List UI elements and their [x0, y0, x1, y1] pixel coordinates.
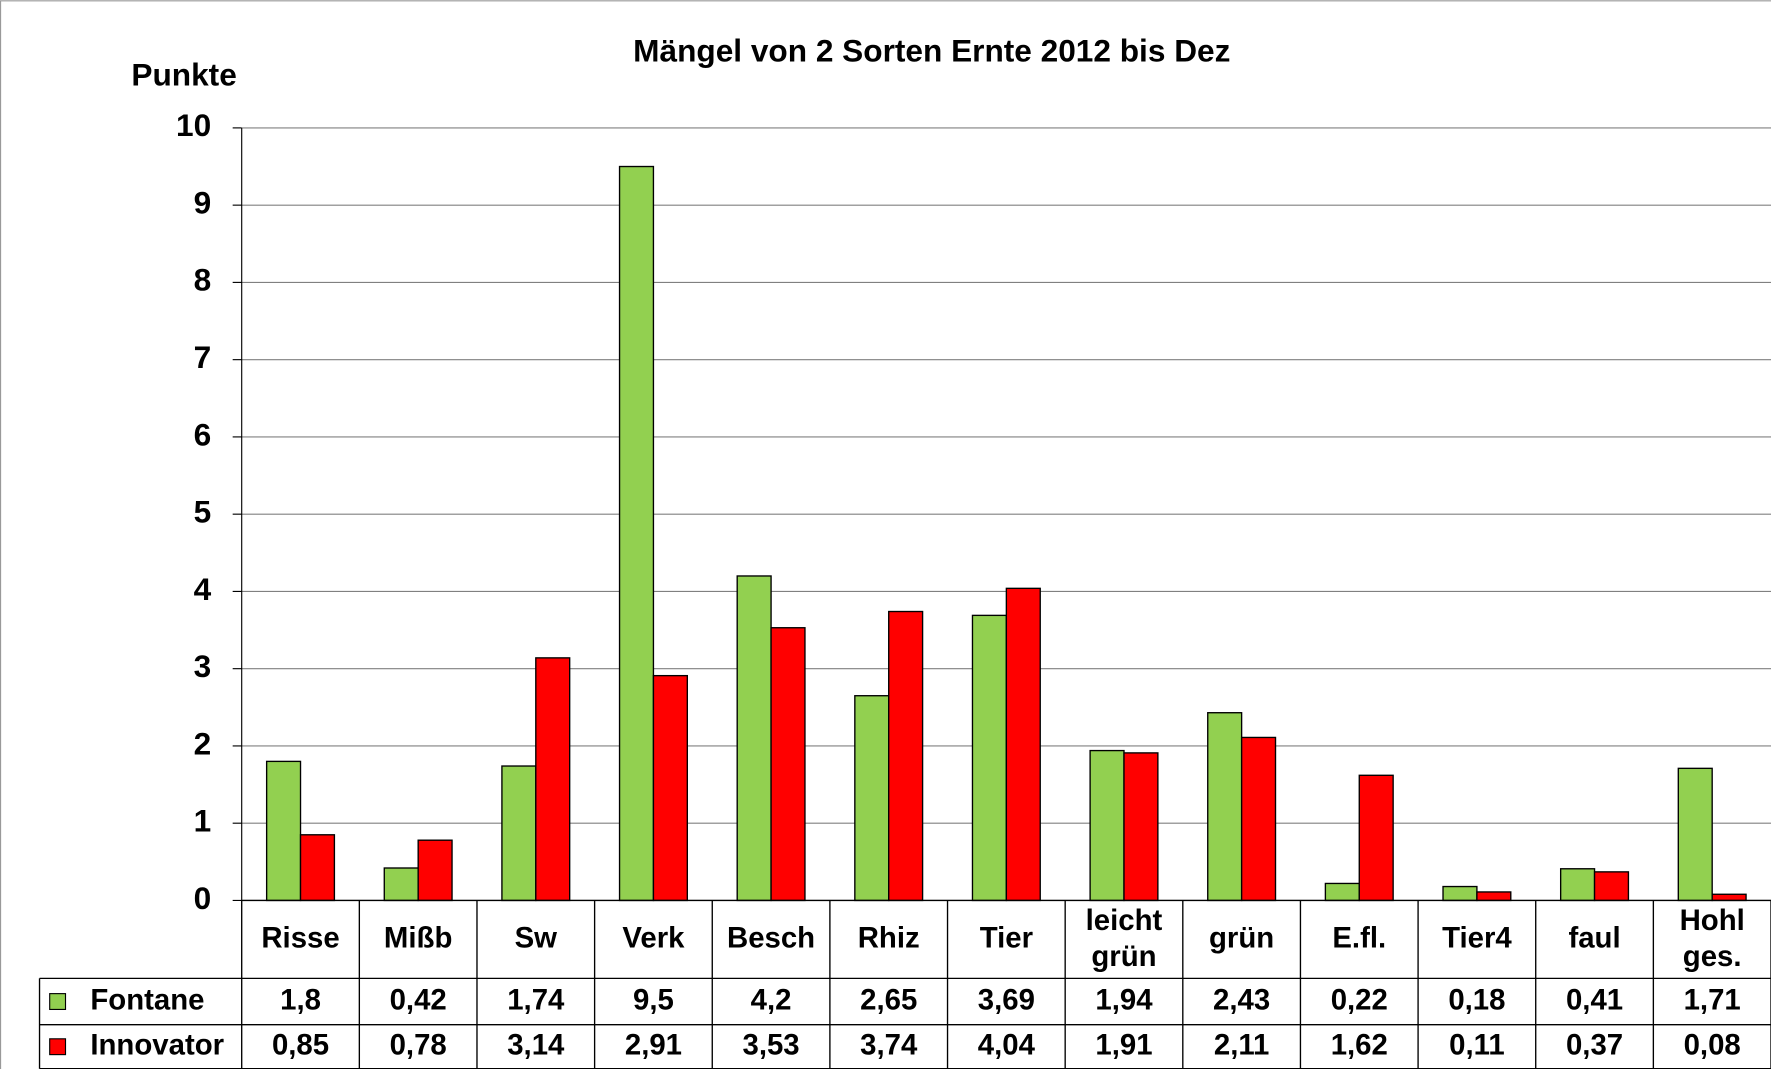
bar [618, 165, 655, 902]
data-label: 1,94 [1095, 983, 1153, 1016]
bar [1240, 736, 1277, 902]
y-tick-label: 5 [194, 494, 212, 530]
y-tick-label: 8 [194, 262, 212, 298]
data-label: 0,78 [390, 1028, 447, 1061]
data-label: 4,04 [978, 1028, 1036, 1061]
bar [299, 834, 336, 902]
data-label: 0,37 [1566, 1028, 1623, 1061]
data-label: 4,2 [751, 983, 792, 1016]
data-label: 2,91 [625, 1028, 682, 1061]
bar [1559, 868, 1596, 902]
y-tick-label: 7 [194, 339, 212, 375]
bar [1476, 891, 1512, 902]
x-tick-label: Risse [261, 922, 339, 955]
x-tick-label: E.fl. [1332, 922, 1386, 955]
label-line: leicht [1086, 904, 1163, 937]
data-label: 2,65 [860, 983, 917, 1016]
data-label: 3,14 [507, 1028, 565, 1061]
data-label: 2,43 [1213, 983, 1270, 1016]
bar [736, 575, 772, 902]
data-label: 1,91 [1095, 1028, 1152, 1061]
x-tick-label: Verk [622, 922, 685, 955]
bar [1358, 774, 1394, 902]
data-label: 0,85 [272, 1028, 329, 1061]
bar [652, 674, 689, 902]
legend-swatch [49, 993, 67, 1011]
bar [383, 867, 419, 902]
bar [888, 610, 924, 902]
bar [1442, 885, 1478, 902]
data-label: 0,08 [1684, 1028, 1741, 1061]
legend-swatch [49, 1038, 67, 1056]
data-label: 1,74 [507, 983, 565, 1016]
y-tick-label: 10 [176, 107, 211, 143]
bar [854, 695, 890, 902]
bar [501, 765, 537, 902]
x-tick-label: leicht grün [1086, 904, 1163, 973]
bar [1324, 882, 1360, 902]
y-tick-label: 1 [194, 803, 212, 839]
data-label: 0,41 [1566, 983, 1623, 1016]
bar [1677, 767, 1713, 902]
x-tick-label: Tier4 [1442, 922, 1512, 955]
y-axis-label: Punkte [131, 56, 236, 92]
y-tick-label: 6 [194, 416, 212, 452]
y-tick-label: 3 [194, 648, 212, 684]
x-tick-label: Sw [515, 922, 558, 955]
chart-title: Mängel von 2 Sorten Ernte 2012 bis Dez [633, 33, 1230, 69]
y-tick-label: 4 [194, 571, 212, 607]
data-label: 2,11 [1214, 1028, 1270, 1061]
x-tick-label: faul [1568, 922, 1620, 955]
y-tick-label: 9 [194, 185, 212, 221]
data-label: 1,62 [1331, 1028, 1388, 1061]
bar [770, 627, 806, 902]
data-label: 0,42 [390, 983, 447, 1016]
data-label: 0,11 [1449, 1028, 1505, 1061]
data-label: 0,18 [1448, 983, 1505, 1016]
x-tick-label: Besch [727, 922, 815, 955]
bar [535, 657, 571, 902]
bar [265, 760, 302, 902]
x-tick-label: Tier [980, 922, 1033, 955]
label-line: grün [1091, 940, 1156, 973]
bar [971, 614, 1008, 902]
data-label: 3,69 [978, 983, 1035, 1016]
legend-label: Fontane [90, 983, 204, 1016]
data-label: 1,8 [280, 983, 321, 1016]
data-label: 1,71 [1684, 983, 1741, 1016]
x-tick-label: grün [1209, 922, 1274, 955]
bar [1207, 712, 1243, 902]
data-label: 9,5 [633, 983, 674, 1016]
bar [417, 839, 453, 902]
data-label: 0,22 [1331, 983, 1388, 1016]
x-tick-label: Hohl ges. [1680, 904, 1745, 973]
label-line: Hohl [1680, 904, 1745, 937]
bar [1089, 749, 1125, 902]
x-tick-label: Mißb [384, 922, 452, 955]
data-label: 3,74 [860, 1028, 918, 1061]
bar [1123, 752, 1159, 902]
data-label: 3,53 [742, 1028, 799, 1061]
bar [1593, 871, 1630, 902]
y-tick-label: 0 [194, 880, 212, 916]
x-tick-label: Rhiz [858, 922, 920, 955]
label-line: ges. [1683, 940, 1742, 973]
bar [1005, 587, 1041, 902]
bar [1711, 893, 1747, 902]
y-tick-label: 2 [194, 725, 212, 761]
legend-label: Innovator [90, 1028, 224, 1061]
